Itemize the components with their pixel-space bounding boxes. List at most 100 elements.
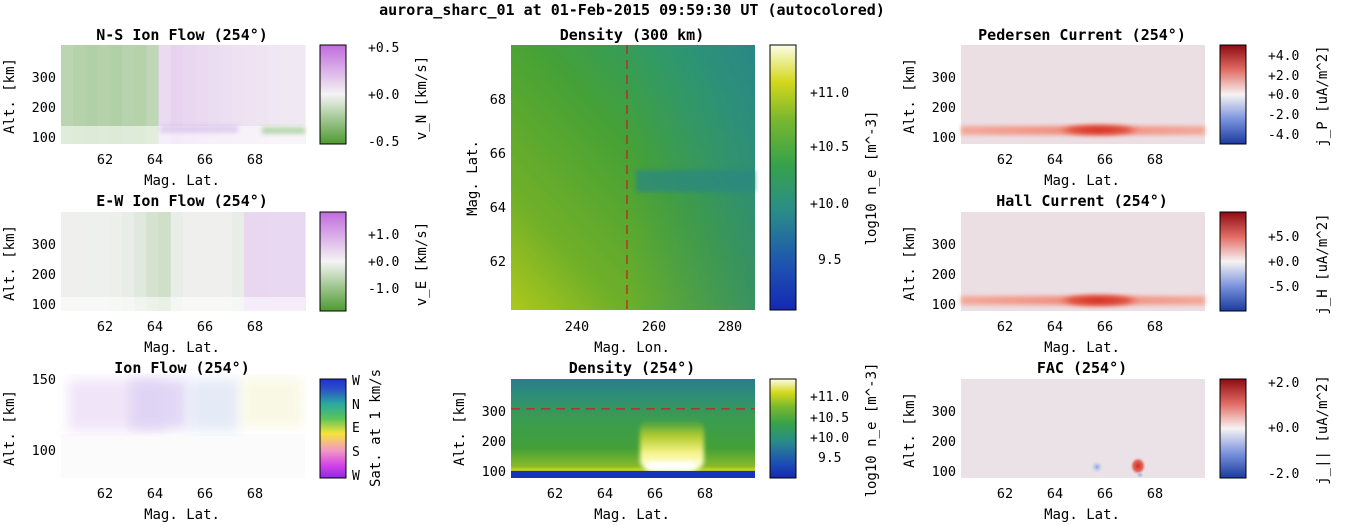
density-depletion-band [636, 170, 755, 192]
colorbar-tick-label: -2.0 [1268, 108, 1299, 123]
x-tick-label: 68 [247, 152, 263, 168]
colorbar-tick-label: W [352, 374, 360, 389]
panel-title: N-S Ion Flow (254°) [96, 26, 268, 44]
panel-title: Pedersen Current (254°) [978, 26, 1186, 44]
x-tick-label: 280 [718, 319, 742, 335]
y-tick-label: 150 [32, 372, 56, 388]
colorbar-label: v_N [km/s] [414, 56, 430, 140]
heatmap-cell [292, 212, 306, 311]
colorbar-ticks: +11.0 +10.5 +10.0 9.5 [810, 86, 849, 268]
y-axis-label: Mag. Lat. [465, 140, 481, 216]
y-tick-label: 100 [932, 297, 956, 313]
x-tick-label: 62 [97, 319, 113, 335]
y-tick-label: 100 [32, 443, 56, 459]
y-tick-label: 100 [932, 464, 956, 480]
x-tick-label: 66 [647, 486, 663, 502]
colorbar-ticks: W N E S W [352, 374, 360, 484]
x-tick-label: 62 [997, 152, 1013, 168]
heatmap-cell [256, 212, 269, 311]
panel-pedersen: Pedersen Current (254°) 300 200 100 62 6… [902, 26, 1331, 189]
x-axis-label: Mag. Lat. [594, 507, 670, 523]
y-tick-label: 64 [490, 200, 506, 216]
flow-enhancement [160, 125, 238, 133]
y-ticks: 300 200 100 [932, 70, 956, 146]
x-axis-label: Mag. Lat. [1044, 507, 1120, 523]
heatmap-cell [122, 212, 135, 311]
colorbar [319, 211, 347, 312]
y-ticks: 300 200 100 [32, 237, 56, 313]
x-tick-label: 66 [1097, 152, 1113, 168]
colorbar-tick-label: +4.0 [1268, 49, 1299, 64]
x-axis-label: Mag. Lat. [144, 340, 220, 356]
colorbar-ticks: +1.0 +0.0 -1.0 [368, 228, 399, 297]
heatmap-cell [207, 212, 221, 311]
colorbar-tick-label: 9.5 [818, 253, 841, 268]
colorbar-tick-label: N [352, 398, 360, 413]
y-tick-label: 68 [490, 92, 506, 108]
x-tick-label: 66 [197, 152, 213, 168]
x-tick-label: 62 [97, 486, 113, 502]
y-tick-label: 200 [32, 100, 56, 116]
x-tick-label: 64 [1047, 319, 1063, 335]
colorbar-tick-label: +11.0 [810, 390, 849, 405]
x-tick-label: 68 [1147, 152, 1163, 168]
colorbar-tick-label: +0.0 [1268, 255, 1299, 270]
x-tick-label: 68 [697, 486, 713, 502]
heatmap-cell [207, 45, 221, 144]
flow-direction-patch [130, 379, 188, 429]
heatmap-cell [231, 45, 245, 144]
low-density-bottom [511, 471, 755, 478]
colorbar-tick-label: +0.0 [1268, 421, 1299, 436]
flow-enhancement [262, 127, 305, 134]
heatmap-cell [292, 45, 306, 144]
y-tick-label: 100 [32, 297, 56, 313]
x-ticks: 240 260 280 [565, 319, 742, 335]
x-tick-label: 64 [1047, 152, 1063, 168]
heatmap-cell [61, 45, 74, 144]
colorbar-label: j_|| [uA/m^2] [1315, 375, 1331, 485]
x-ticks: 62 64 66 68 [997, 152, 1163, 168]
heatmap-columns [61, 45, 306, 144]
colorbar-tick-label: +11.0 [810, 86, 849, 101]
panel-fac: FAC (254°) 300 200 100 62 64 66 68 Mag. … [902, 359, 1331, 523]
y-tick-label: 100 [32, 130, 56, 146]
x-tick-label: 62 [997, 319, 1013, 335]
heatmap-cell [170, 212, 184, 311]
colorbar-ticks: +4.0 +2.0 +0.0 -2.0 -4.0 [1268, 49, 1299, 143]
panel-density-profile: Density (254°) 300 200 100 62 64 66 68 M… [452, 359, 880, 523]
y-axis-label: Alt. [km] [452, 390, 468, 466]
y-tick-label: 62 [490, 254, 506, 270]
low-altitude-layer [61, 126, 305, 144]
heatmap-cell [109, 45, 123, 144]
colorbar-tick-label: -1.0 [368, 282, 399, 297]
heatmap-cell [183, 45, 196, 144]
fac-upward-spot [1130, 457, 1146, 475]
heatmap-cell [244, 212, 257, 311]
colorbar-tick-label: +5.0 [1268, 230, 1299, 245]
panel-title: FAC (254°) [1037, 359, 1127, 377]
colorbar-ticks: +2.0 +0.0 -2.0 [1268, 376, 1299, 482]
y-axis-label: Alt. [km] [902, 225, 918, 301]
x-tick-label: 68 [247, 486, 263, 502]
x-tick-label: 64 [1047, 486, 1063, 502]
y-tick-label: 200 [932, 434, 956, 450]
x-tick-label: 64 [147, 486, 163, 502]
x-ticks: 62 64 66 68 [997, 319, 1163, 335]
x-ticks: 62 64 66 68 [97, 319, 263, 335]
y-tick-label: 200 [932, 100, 956, 116]
colorbar [1219, 378, 1247, 479]
y-ticks: 300 200 100 [32, 70, 56, 146]
heatmap-cell [158, 212, 172, 311]
colorbar-tick-label: +10.5 [810, 140, 849, 155]
panel-ew-flow: E-W Ion Flow (254°) 300 200 100 62 64 66… [2, 192, 430, 356]
colorbar-tick-label: -0.5 [368, 135, 399, 150]
colorbar-tick-label: S [352, 445, 360, 460]
heatmap-cell [219, 212, 233, 311]
heatmap-cell [61, 212, 74, 311]
colorbar-ticks: +11.0 +10.5 +10.0 9.5 [810, 390, 849, 466]
colorbar-label: Sat. at 1 km/s [368, 369, 384, 487]
flow-direction-patch [242, 379, 302, 427]
panel-ns-flow: N-S Ion Flow (254°) 300 200 100 62 64 66… [2, 26, 430, 189]
x-tick-label: 64 [597, 486, 613, 502]
